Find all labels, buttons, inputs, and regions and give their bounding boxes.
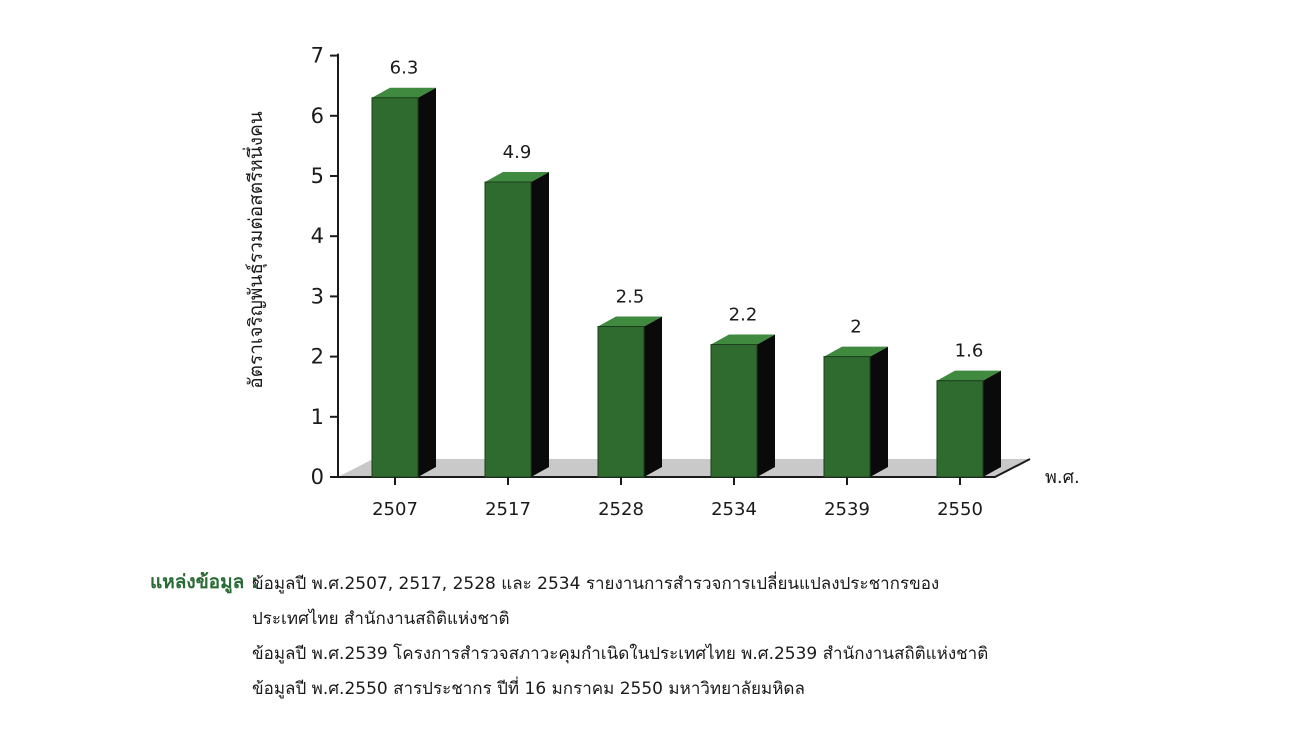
x-tick-label: 2539 <box>824 499 870 520</box>
bar-top <box>824 346 888 357</box>
data-label: 2.2 <box>729 305 758 326</box>
source-block: แหล่งข้อมูล : ข้อมูลปี พ.ศ.2507, 2517, 2… <box>0 555 1291 745</box>
source-line: ข้อมูลปี พ.ศ.2539 โครงการสำรวจสภาวะคุมกำ… <box>252 644 989 664</box>
bar-side <box>644 316 662 477</box>
bar-top <box>711 334 775 345</box>
chart-svg: 0 1 2 3 4 5 6 7 6.3 2507 4.9 2517 2.5 2528 2.2 2534 2 253… <box>242 44 1080 520</box>
source-line: ข้อมูลปี พ.ศ.2507, 2517, 2528 และ 2534 ร… <box>252 574 940 594</box>
bar <box>710 344 758 478</box>
x-tick-label: 2507 <box>372 499 418 520</box>
x-unit-label: พ.ศ. <box>1045 467 1080 488</box>
bar-side <box>531 172 549 477</box>
bar <box>936 380 984 478</box>
source-line: ประเทศไทย สำนักงานสถิติแห่งชาติ <box>252 609 510 629</box>
data-label: 1.6 <box>955 341 984 362</box>
source-label: แหล่งข้อมูล : <box>150 571 259 593</box>
data-label: 4.9 <box>503 142 532 163</box>
data-label: 2.5 <box>616 287 645 308</box>
source-line: ข้อมูลปี พ.ศ.2550 สารประชากร ปีที่ 16 มก… <box>252 679 805 699</box>
bar-top <box>937 370 1001 381</box>
bar-side <box>418 87 436 478</box>
x-tick-label: 2534 <box>711 499 757 520</box>
bar-side <box>757 334 775 477</box>
y-axis-title: อัตราเจริญพันธุ์รวมต่อสตรีหนึ่งคน <box>242 111 268 389</box>
bar-side <box>870 346 888 477</box>
x-tick-label: 2550 <box>937 499 983 520</box>
source-lines: ข้อมูลปี พ.ศ.2507, 2517, 2528 และ 2534 ร… <box>252 567 1282 707</box>
bar <box>597 326 645 478</box>
x-axis-line <box>338 458 1031 478</box>
y-tick-label: 4 <box>311 224 324 248</box>
y-tick-label: 1 <box>311 405 324 429</box>
y-tick-label: 6 <box>311 104 324 128</box>
y-tick-label: 7 <box>311 44 324 68</box>
bar-top <box>598 316 662 327</box>
data-label: 6.3 <box>390 58 419 79</box>
y-tick-label: 2 <box>311 345 324 369</box>
y-tick-label: 3 <box>311 284 324 308</box>
bar <box>371 97 419 478</box>
bar-side <box>983 370 1001 477</box>
bar-top <box>485 172 549 183</box>
bar <box>823 356 871 478</box>
fertility-bar-chart: 0 1 2 3 4 5 6 7 6.3 2507 4.9 2517 2.5 2528 2.2 2534 2 253… <box>242 44 1080 520</box>
y-tick-label: 0 <box>311 465 324 489</box>
chart-floor <box>338 459 1030 477</box>
data-label: 2 <box>850 317 861 338</box>
bar-top <box>372 87 436 98</box>
x-tick-label: 2517 <box>485 499 531 520</box>
bar <box>484 181 532 478</box>
y-tick-label: 5 <box>311 164 324 188</box>
x-tick-label: 2528 <box>598 499 644 520</box>
